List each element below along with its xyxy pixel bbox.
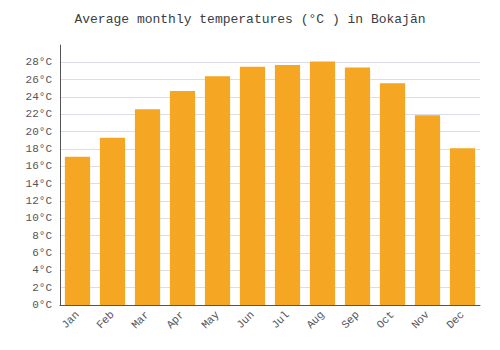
svg-text:4°C: 4°C bbox=[32, 264, 52, 276]
svg-text:Mar: Mar bbox=[129, 309, 151, 331]
svg-text:26°C: 26°C bbox=[26, 74, 53, 86]
svg-text:Aug: Aug bbox=[304, 309, 326, 331]
svg-text:Feb: Feb bbox=[94, 309, 116, 331]
svg-text:20°C: 20°C bbox=[26, 126, 53, 138]
svg-text:Average monthly temperatures (: Average monthly temperatures (°C ) in Bo… bbox=[74, 12, 425, 27]
svg-text:14°C: 14°C bbox=[26, 178, 53, 190]
svg-text:10°C: 10°C bbox=[26, 212, 53, 224]
svg-text:18°C: 18°C bbox=[26, 143, 53, 155]
svg-text:24°C: 24°C bbox=[26, 91, 53, 103]
svg-text:Dec: Dec bbox=[444, 309, 466, 331]
svg-text:Jun: Jun bbox=[234, 309, 256, 331]
svg-text:0°C: 0°C bbox=[32, 299, 52, 311]
svg-text:12°C: 12°C bbox=[26, 195, 53, 207]
svg-text:Jul: Jul bbox=[269, 309, 291, 331]
svg-text:8°C: 8°C bbox=[32, 230, 52, 242]
svg-text:Jan: Jan bbox=[59, 309, 81, 331]
svg-text:16°C: 16°C bbox=[26, 160, 53, 172]
svg-text:22°C: 22°C bbox=[26, 108, 53, 120]
svg-text:28°C: 28°C bbox=[26, 56, 53, 68]
svg-text:6°C: 6°C bbox=[32, 247, 52, 259]
svg-text:2°C: 2°C bbox=[32, 282, 52, 294]
svg-text:Apr: Apr bbox=[164, 309, 186, 331]
svg-text:May: May bbox=[199, 308, 222, 331]
svg-text:Sep: Sep bbox=[339, 309, 361, 331]
svg-text:Nov: Nov bbox=[409, 308, 432, 331]
svg-text:Oct: Oct bbox=[374, 309, 396, 331]
